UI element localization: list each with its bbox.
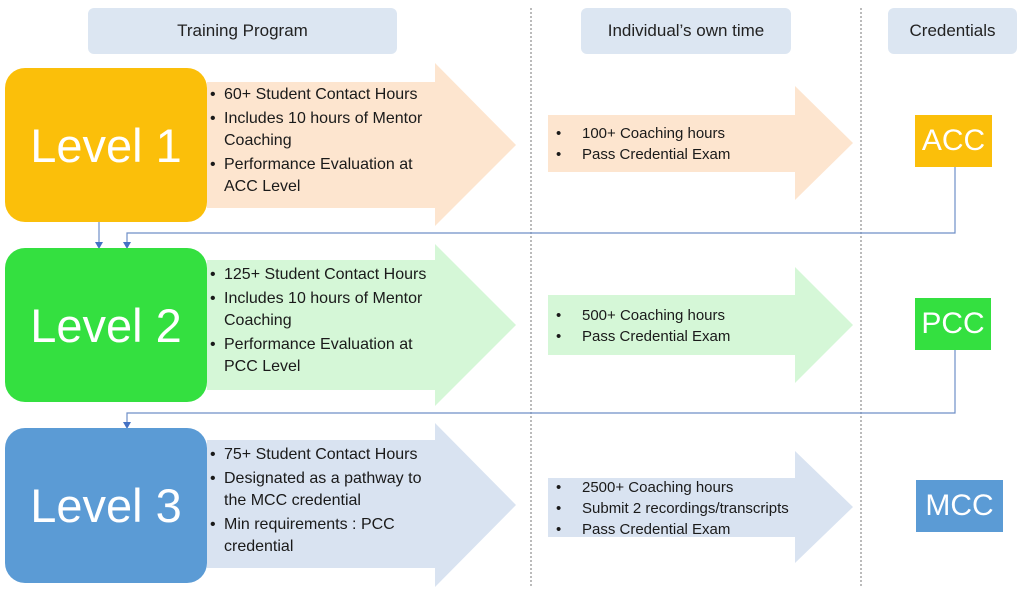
- credential-pcc: PCC: [915, 298, 991, 350]
- connector-pcc-level3: [126, 350, 956, 423]
- level-3-box: Level 3: [5, 428, 207, 583]
- program-list-3: 75+ Student Contact Hours Designated as …: [208, 444, 448, 558]
- list-item: 60+ Student Contact Hours: [208, 84, 448, 106]
- level-2-box: Level 2: [5, 248, 207, 402]
- list-item: 2500+ Coaching hours: [548, 477, 838, 498]
- list-item: 100+ Coaching hours: [548, 123, 828, 144]
- list-item: Performance Evaluation at PCC Level: [208, 334, 448, 378]
- program-list-1: 60+ Student Contact Hours Includes 10 ho…: [208, 84, 448, 198]
- credential-mcc: MCC: [916, 480, 1003, 532]
- list-item: 125+ Student Contact Hours: [208, 264, 448, 286]
- connector-acc-level2: [126, 167, 956, 243]
- own-time-list-1: 100+ Coaching hours Pass Credential Exam: [548, 123, 828, 165]
- list-item: 500+ Coaching hours: [548, 305, 828, 326]
- credential-acc: ACC: [915, 115, 992, 167]
- header-credentials: Credentials: [888, 8, 1017, 54]
- header-training-program: Training Program: [88, 8, 397, 54]
- list-item: 75+ Student Contact Hours: [208, 444, 448, 466]
- list-item: Includes 10 hours of Mentor Coaching: [208, 108, 448, 152]
- header-own-time: Individual’s own time: [581, 8, 791, 54]
- list-item: Performance Evaluation at ACC Level: [208, 154, 448, 198]
- own-time-list-3: 2500+ Coaching hours Submit 2 recordings…: [548, 477, 838, 540]
- list-item: Designated as a pathway to the MCC crede…: [208, 468, 448, 512]
- list-item: Pass Credential Exam: [548, 144, 828, 165]
- level-1-box: Level 1: [5, 68, 207, 222]
- list-item: Pass Credential Exam: [548, 519, 838, 540]
- own-time-list-2: 500+ Coaching hours Pass Credential Exam: [548, 305, 828, 347]
- program-list-2: 125+ Student Contact Hours Includes 10 h…: [208, 264, 448, 378]
- list-item: Submit 2 recordings/transcripts: [548, 498, 838, 519]
- list-item: Pass Credential Exam: [548, 326, 828, 347]
- list-item: Min requirements : PCC credential: [208, 514, 448, 558]
- list-item: Includes 10 hours of Mentor Coaching: [208, 288, 448, 332]
